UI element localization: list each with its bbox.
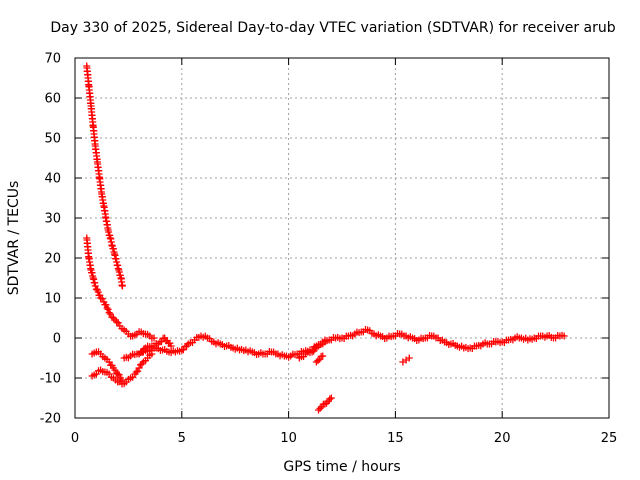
data-point <box>114 319 122 327</box>
series-steep-arc <box>83 62 126 290</box>
data-point <box>91 282 99 290</box>
y-axis-label: SDTVAR / TECUs <box>6 181 22 296</box>
data-point <box>94 288 102 296</box>
data-point <box>113 318 121 326</box>
series-upper-lower-arc <box>88 348 126 384</box>
y-tick-label: 40 <box>44 172 61 187</box>
x-tick-label: 10 <box>280 431 297 446</box>
data-point <box>97 294 105 302</box>
series-lower-arc <box>88 350 156 388</box>
mark-layer <box>83 62 568 414</box>
data-point <box>167 342 175 350</box>
series-isolated-short <box>312 352 327 366</box>
series-dip-segment <box>295 338 329 362</box>
x-tick-label: 20 <box>494 431 511 446</box>
grid-layer <box>75 58 609 418</box>
series-isolated-low <box>315 394 335 414</box>
data-point <box>118 376 126 384</box>
series-bump-segment <box>135 334 175 358</box>
data-point <box>140 345 148 353</box>
y-tick-label: 70 <box>44 52 61 67</box>
data-point <box>405 354 413 362</box>
data-point <box>321 338 329 346</box>
y-tick-label: 30 <box>44 212 61 227</box>
data-point <box>150 334 158 342</box>
y-tick-label: 60 <box>44 92 61 107</box>
y-tick-label: -20 <box>40 412 61 427</box>
x-tick-label: 5 <box>178 431 186 446</box>
data-point <box>319 352 327 360</box>
data-point <box>103 304 111 312</box>
data-point <box>106 310 114 318</box>
data-point <box>98 295 106 303</box>
y-tick-label: 20 <box>44 252 61 267</box>
data-point <box>135 364 143 372</box>
data-point <box>158 338 166 346</box>
data-point <box>132 368 140 376</box>
data-point <box>114 370 122 378</box>
series-main-trend <box>120 325 568 362</box>
data-point <box>118 282 126 290</box>
y-tick-label: 10 <box>44 292 61 307</box>
data-point <box>179 346 187 354</box>
data-point <box>138 348 146 356</box>
data-point <box>313 344 321 351</box>
chart-title: Day 330 of 2025, Sidereal Day-to-day VTE… <box>50 20 615 36</box>
series-decay-arc <box>83 234 158 342</box>
data-point <box>111 366 119 374</box>
tick-layer: 0 5 10 15 20 25 -20 -10 0 10 20 30 40 50 60 70 <box>40 52 618 447</box>
data-point <box>102 301 110 309</box>
y-tick-label: 0 <box>53 332 61 347</box>
series-isolated-mid <box>399 354 413 366</box>
data-point <box>327 394 335 402</box>
data-point <box>560 332 568 340</box>
data-point <box>326 395 334 403</box>
x-tick-label: 15 <box>387 431 404 446</box>
plot-frame <box>74 57 610 419</box>
x-tick-label: 0 <box>71 431 79 446</box>
data-point <box>310 347 318 355</box>
data-point <box>314 357 322 365</box>
y-tick-label: 50 <box>44 132 61 147</box>
data-point <box>134 367 142 375</box>
data-point <box>115 371 123 379</box>
data-point <box>316 404 324 412</box>
y-tick-label: -10 <box>40 372 61 387</box>
data-point <box>315 406 323 414</box>
data-point <box>105 309 113 317</box>
x-tick-label: 25 <box>601 431 618 446</box>
data-point <box>104 305 112 313</box>
data-point <box>308 348 316 356</box>
x-axis-label: GPS time / hours <box>283 459 400 475</box>
